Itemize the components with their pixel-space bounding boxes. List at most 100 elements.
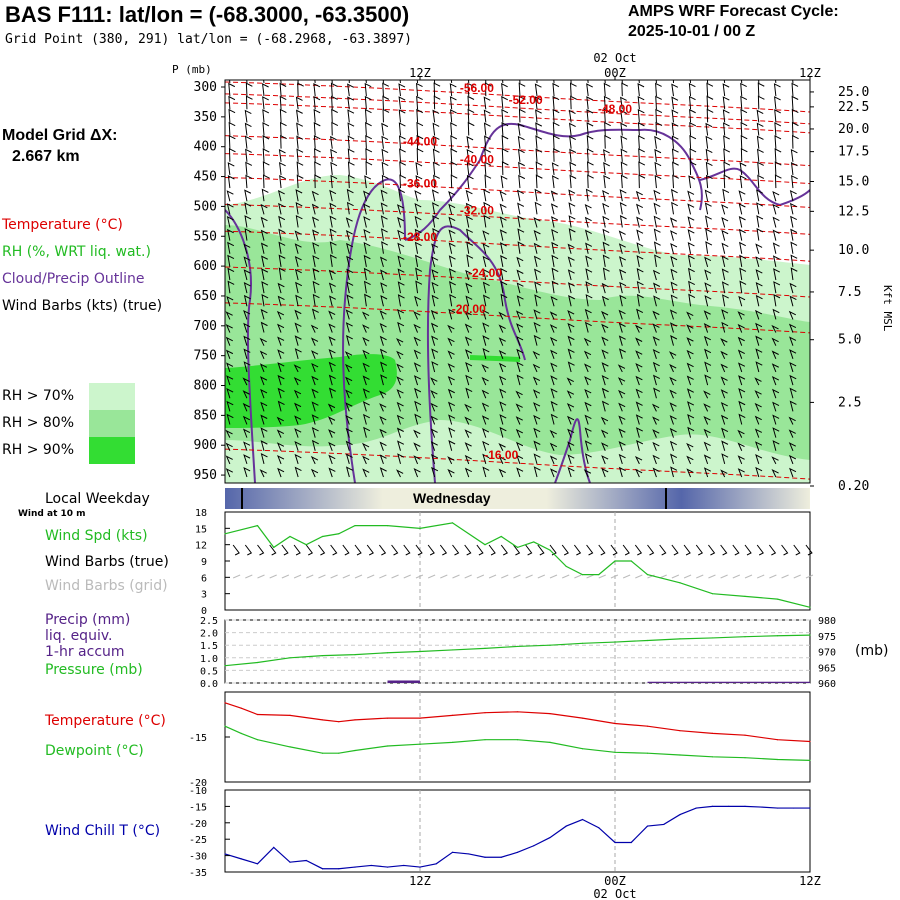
wind-barb [328, 336, 336, 346]
wind-barb [228, 108, 236, 123]
wind-barb [723, 174, 731, 189]
wind-speed-line-point [338, 533, 340, 535]
wind-barb [498, 443, 506, 451]
wind-barb [602, 190, 610, 202]
wind-barb [739, 280, 747, 294]
wind-barb [329, 189, 337, 202]
wind-barb [653, 241, 661, 254]
wind-barb [721, 309, 729, 320]
windchill-line-point [711, 805, 714, 808]
wind-barb [294, 415, 302, 425]
wind-barb [569, 174, 577, 189]
wind-barb [669, 415, 677, 425]
wind-barb [721, 268, 729, 281]
wind-barb [484, 161, 492, 175]
station-title: BAS F111: lat/lon = (-68.3000, -63.3500) [5, 2, 409, 28]
surface-grid-barb [330, 574, 338, 579]
wind-barb [670, 453, 678, 465]
wind-barb [551, 267, 559, 281]
wind-barb [482, 294, 490, 307]
wind-barb [550, 203, 558, 215]
wind-barb [618, 335, 626, 346]
pressure-line-point [549, 644, 551, 646]
height-tick-label: 25.0 [838, 85, 869, 100]
wind-barb [260, 440, 268, 451]
wind-speed-line-point [516, 546, 519, 548]
wind-barb [551, 228, 559, 241]
wind-barb [737, 362, 746, 373]
wind-barb [602, 215, 610, 228]
wind-barb [347, 109, 355, 123]
wind-barb [363, 216, 371, 228]
wind-barb [670, 268, 678, 281]
wind-barb [757, 174, 765, 189]
rh90-region [225, 354, 397, 428]
wind-barb [791, 108, 799, 123]
surface-grid-barb [561, 574, 570, 579]
wind-ytick-label: 3 [201, 590, 207, 601]
time-tick-label-bottom: 12Z [409, 874, 431, 888]
wind-barb [380, 215, 388, 228]
wind-barb [652, 348, 660, 359]
wind-barb [551, 254, 559, 267]
surface-wind-barb [452, 544, 460, 556]
wind-barb [583, 469, 592, 478]
wind-barb [228, 121, 236, 136]
wind-barb [550, 413, 558, 425]
pressure-tick-label: 600 [194, 259, 217, 274]
wind-barb [465, 374, 473, 386]
wind-barb [448, 255, 456, 267]
wind-barb [618, 466, 626, 478]
model-grid-title: Model Grid ΔX: [2, 127, 118, 144]
wind-barb [278, 267, 286, 281]
wind-barb [720, 363, 728, 373]
wind-barb [789, 387, 797, 399]
wind-barb [276, 310, 285, 320]
wind-barb [652, 441, 660, 451]
wind-barb [635, 190, 643, 202]
wind-barb [755, 294, 763, 307]
height-tick-label: 2.5 [838, 395, 861, 410]
dewpoint-line-point [679, 754, 681, 756]
windchill-ytick-label: -15 [189, 802, 207, 813]
wind-barb [276, 442, 285, 451]
wind-barb [500, 293, 508, 307]
wind-barb [362, 401, 370, 412]
temperature-line-point [646, 725, 649, 727]
pressure-line-point [516, 645, 519, 648]
wind-barb [482, 230, 490, 241]
wind-barb [619, 189, 627, 202]
wind-barb [518, 108, 526, 123]
wind-barb [601, 455, 609, 465]
wind-barb [686, 337, 694, 346]
wind-barb [347, 83, 354, 97]
wind-barb [347, 122, 355, 136]
wind-barb [772, 216, 780, 228]
windchill-line-point [224, 853, 226, 855]
wind-barb [533, 322, 541, 333]
wind-barb [533, 427, 541, 438]
surface-wind-barb [659, 544, 667, 556]
wind-barb [638, 135, 645, 149]
windchill-line-point [256, 863, 259, 865]
wind-barb [601, 336, 609, 346]
wind-barb [447, 375, 455, 386]
surface-grid-barb [683, 574, 692, 579]
surface-wind-barb [586, 544, 594, 556]
wind-barb [397, 321, 405, 333]
wind-barb [790, 215, 798, 228]
wind-barb [737, 455, 745, 465]
wind-barb [703, 415, 711, 425]
wind-barb [361, 442, 370, 451]
isotherm-label: -24.00 [468, 266, 502, 280]
wind-barb [515, 403, 523, 412]
wind-barb [756, 189, 763, 202]
wind-barb [484, 82, 492, 97]
surface-grid-barb [537, 574, 546, 579]
wind-barb [774, 122, 782, 136]
wind-barb [772, 427, 780, 438]
wind-barb [364, 108, 372, 123]
wind-barb [584, 401, 592, 412]
wind-barb [636, 280, 644, 294]
